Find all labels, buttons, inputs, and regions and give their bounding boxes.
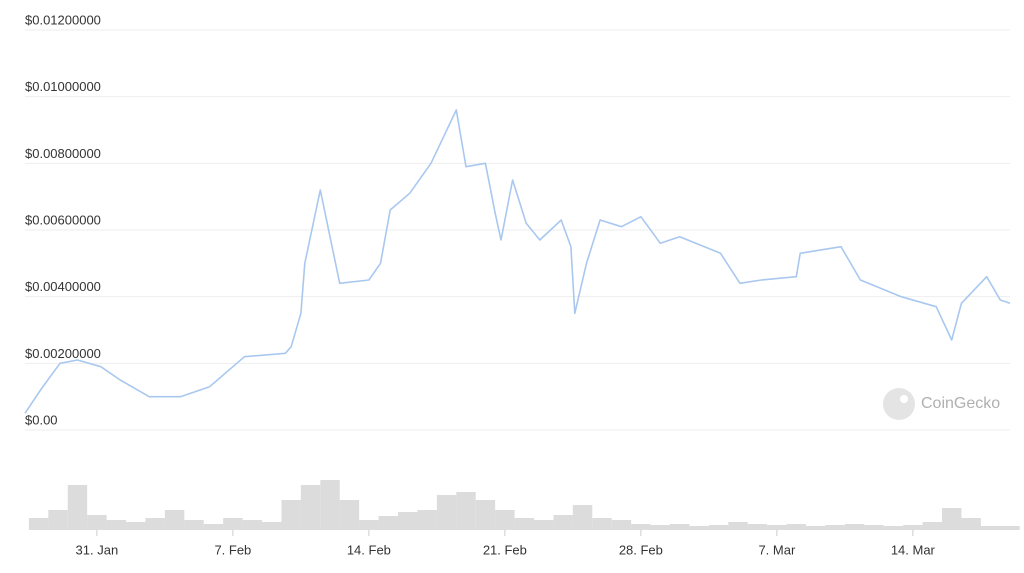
- volume-bar: [786, 524, 807, 530]
- y-tick-label: $0.00: [25, 412, 58, 427]
- volume-bar: [942, 508, 962, 530]
- volume-bar: [592, 518, 612, 530]
- volume-bar: [1000, 526, 1020, 530]
- volume-bar: [903, 525, 923, 530]
- volume-bar: [106, 520, 127, 530]
- volume-bar: [825, 525, 845, 530]
- price-line: [24, 109, 1011, 414]
- volume-bar: [670, 524, 690, 530]
- volume-bar: [767, 525, 787, 530]
- y-tick-label: $0.00400000: [25, 279, 101, 294]
- x-tick-label: 21. Feb: [483, 542, 527, 557]
- volume-bar: [320, 480, 340, 530]
- x-tick-label: 31. Jan: [76, 542, 119, 557]
- volume-bar: [806, 526, 826, 530]
- volume-bar: [456, 492, 476, 530]
- volume-bar: [359, 520, 379, 530]
- volume-bar: [87, 515, 107, 530]
- y-tick-label: $0.00800000: [25, 146, 101, 161]
- volume-bar: [864, 525, 884, 530]
- volume-bar: [844, 524, 865, 530]
- volume-bar: [728, 522, 748, 530]
- volume-bar: [417, 510, 437, 530]
- volume-bar: [747, 524, 768, 530]
- volume-bar: [300, 485, 321, 530]
- x-tick-label: 7. Mar: [758, 542, 796, 557]
- y-tick-label: $0.00600000: [25, 212, 101, 227]
- volume-bar: [242, 520, 263, 530]
- volume-bar: [126, 522, 146, 530]
- volume-bar: [145, 518, 165, 530]
- volume-bar: [339, 500, 360, 530]
- volume-bar: [28, 518, 49, 530]
- watermark-logo: [883, 388, 915, 420]
- volume-bar: [553, 515, 573, 530]
- volume-bar: [514, 518, 535, 530]
- volume-bar: [611, 520, 632, 530]
- volume-bar: [475, 500, 496, 530]
- x-tick-label: 28. Feb: [619, 542, 663, 557]
- volume-bar: [980, 526, 1001, 530]
- watermark: CoinGecko: [921, 395, 1000, 412]
- volume-bar: [883, 526, 904, 530]
- y-tick-label: $0.01000000: [25, 79, 101, 94]
- volume-bar: [67, 485, 88, 530]
- volume-bar: [164, 510, 185, 530]
- volume-bar: [495, 510, 515, 530]
- volume-bar: [961, 518, 981, 530]
- volume-bar: [572, 505, 593, 530]
- volume-bar: [203, 524, 224, 530]
- volume-bar: [378, 516, 399, 530]
- volume-bar: [650, 525, 671, 530]
- volume-bar: [398, 512, 418, 530]
- volume-bar: [184, 520, 204, 530]
- volume-bar: [281, 500, 301, 530]
- volume-bar: [223, 518, 243, 530]
- volume-bar: [262, 522, 282, 530]
- volume-bar: [534, 520, 554, 530]
- x-tick-label: 14. Feb: [347, 542, 391, 557]
- y-tick-label: $0.00200000: [25, 346, 101, 361]
- volume-bar: [922, 522, 943, 530]
- y-tick-label: $0.01200000: [25, 12, 101, 27]
- volume-bar: [689, 526, 709, 530]
- volume-bar: [436, 495, 457, 530]
- x-tick-label: 14. Mar: [891, 542, 936, 557]
- volume-bar: [48, 510, 68, 530]
- volume-bar: [631, 524, 651, 530]
- x-tick-label: 7. Feb: [214, 542, 251, 557]
- volume-bar: [708, 525, 729, 530]
